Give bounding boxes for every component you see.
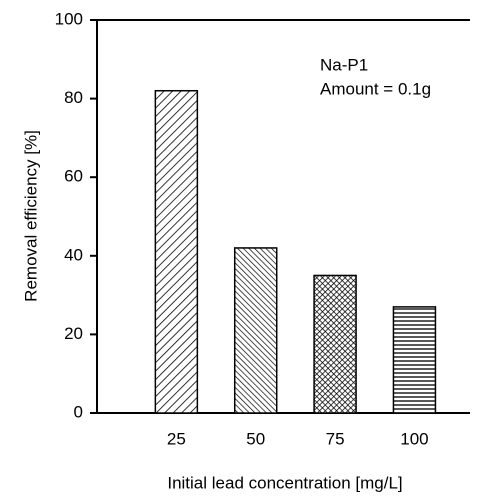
bar bbox=[313, 274, 357, 414]
y-tick-label: 0 bbox=[74, 402, 83, 421]
y-tick-label: 100 bbox=[55, 9, 83, 28]
x-tick-label: 75 bbox=[326, 429, 345, 448]
x-tick-label: 100 bbox=[400, 429, 428, 448]
y-tick-label: 80 bbox=[64, 88, 83, 107]
x-axis-label: Initial lead concentration [mg/L] bbox=[167, 473, 402, 492]
annotation: Amount = 0.1g bbox=[320, 79, 431, 98]
y-tick-label: 60 bbox=[64, 167, 83, 186]
y-tick-label: 40 bbox=[64, 245, 83, 264]
x-tick-label: 25 bbox=[167, 429, 186, 448]
y-axis-label: Removal efficiency [%] bbox=[21, 130, 40, 302]
y-tick-label: 20 bbox=[64, 324, 83, 343]
x-tick-label: 50 bbox=[246, 429, 265, 448]
bar bbox=[154, 89, 199, 414]
bar bbox=[233, 247, 278, 414]
bar bbox=[392, 306, 437, 414]
annotation: Na-P1 bbox=[320, 55, 368, 74]
